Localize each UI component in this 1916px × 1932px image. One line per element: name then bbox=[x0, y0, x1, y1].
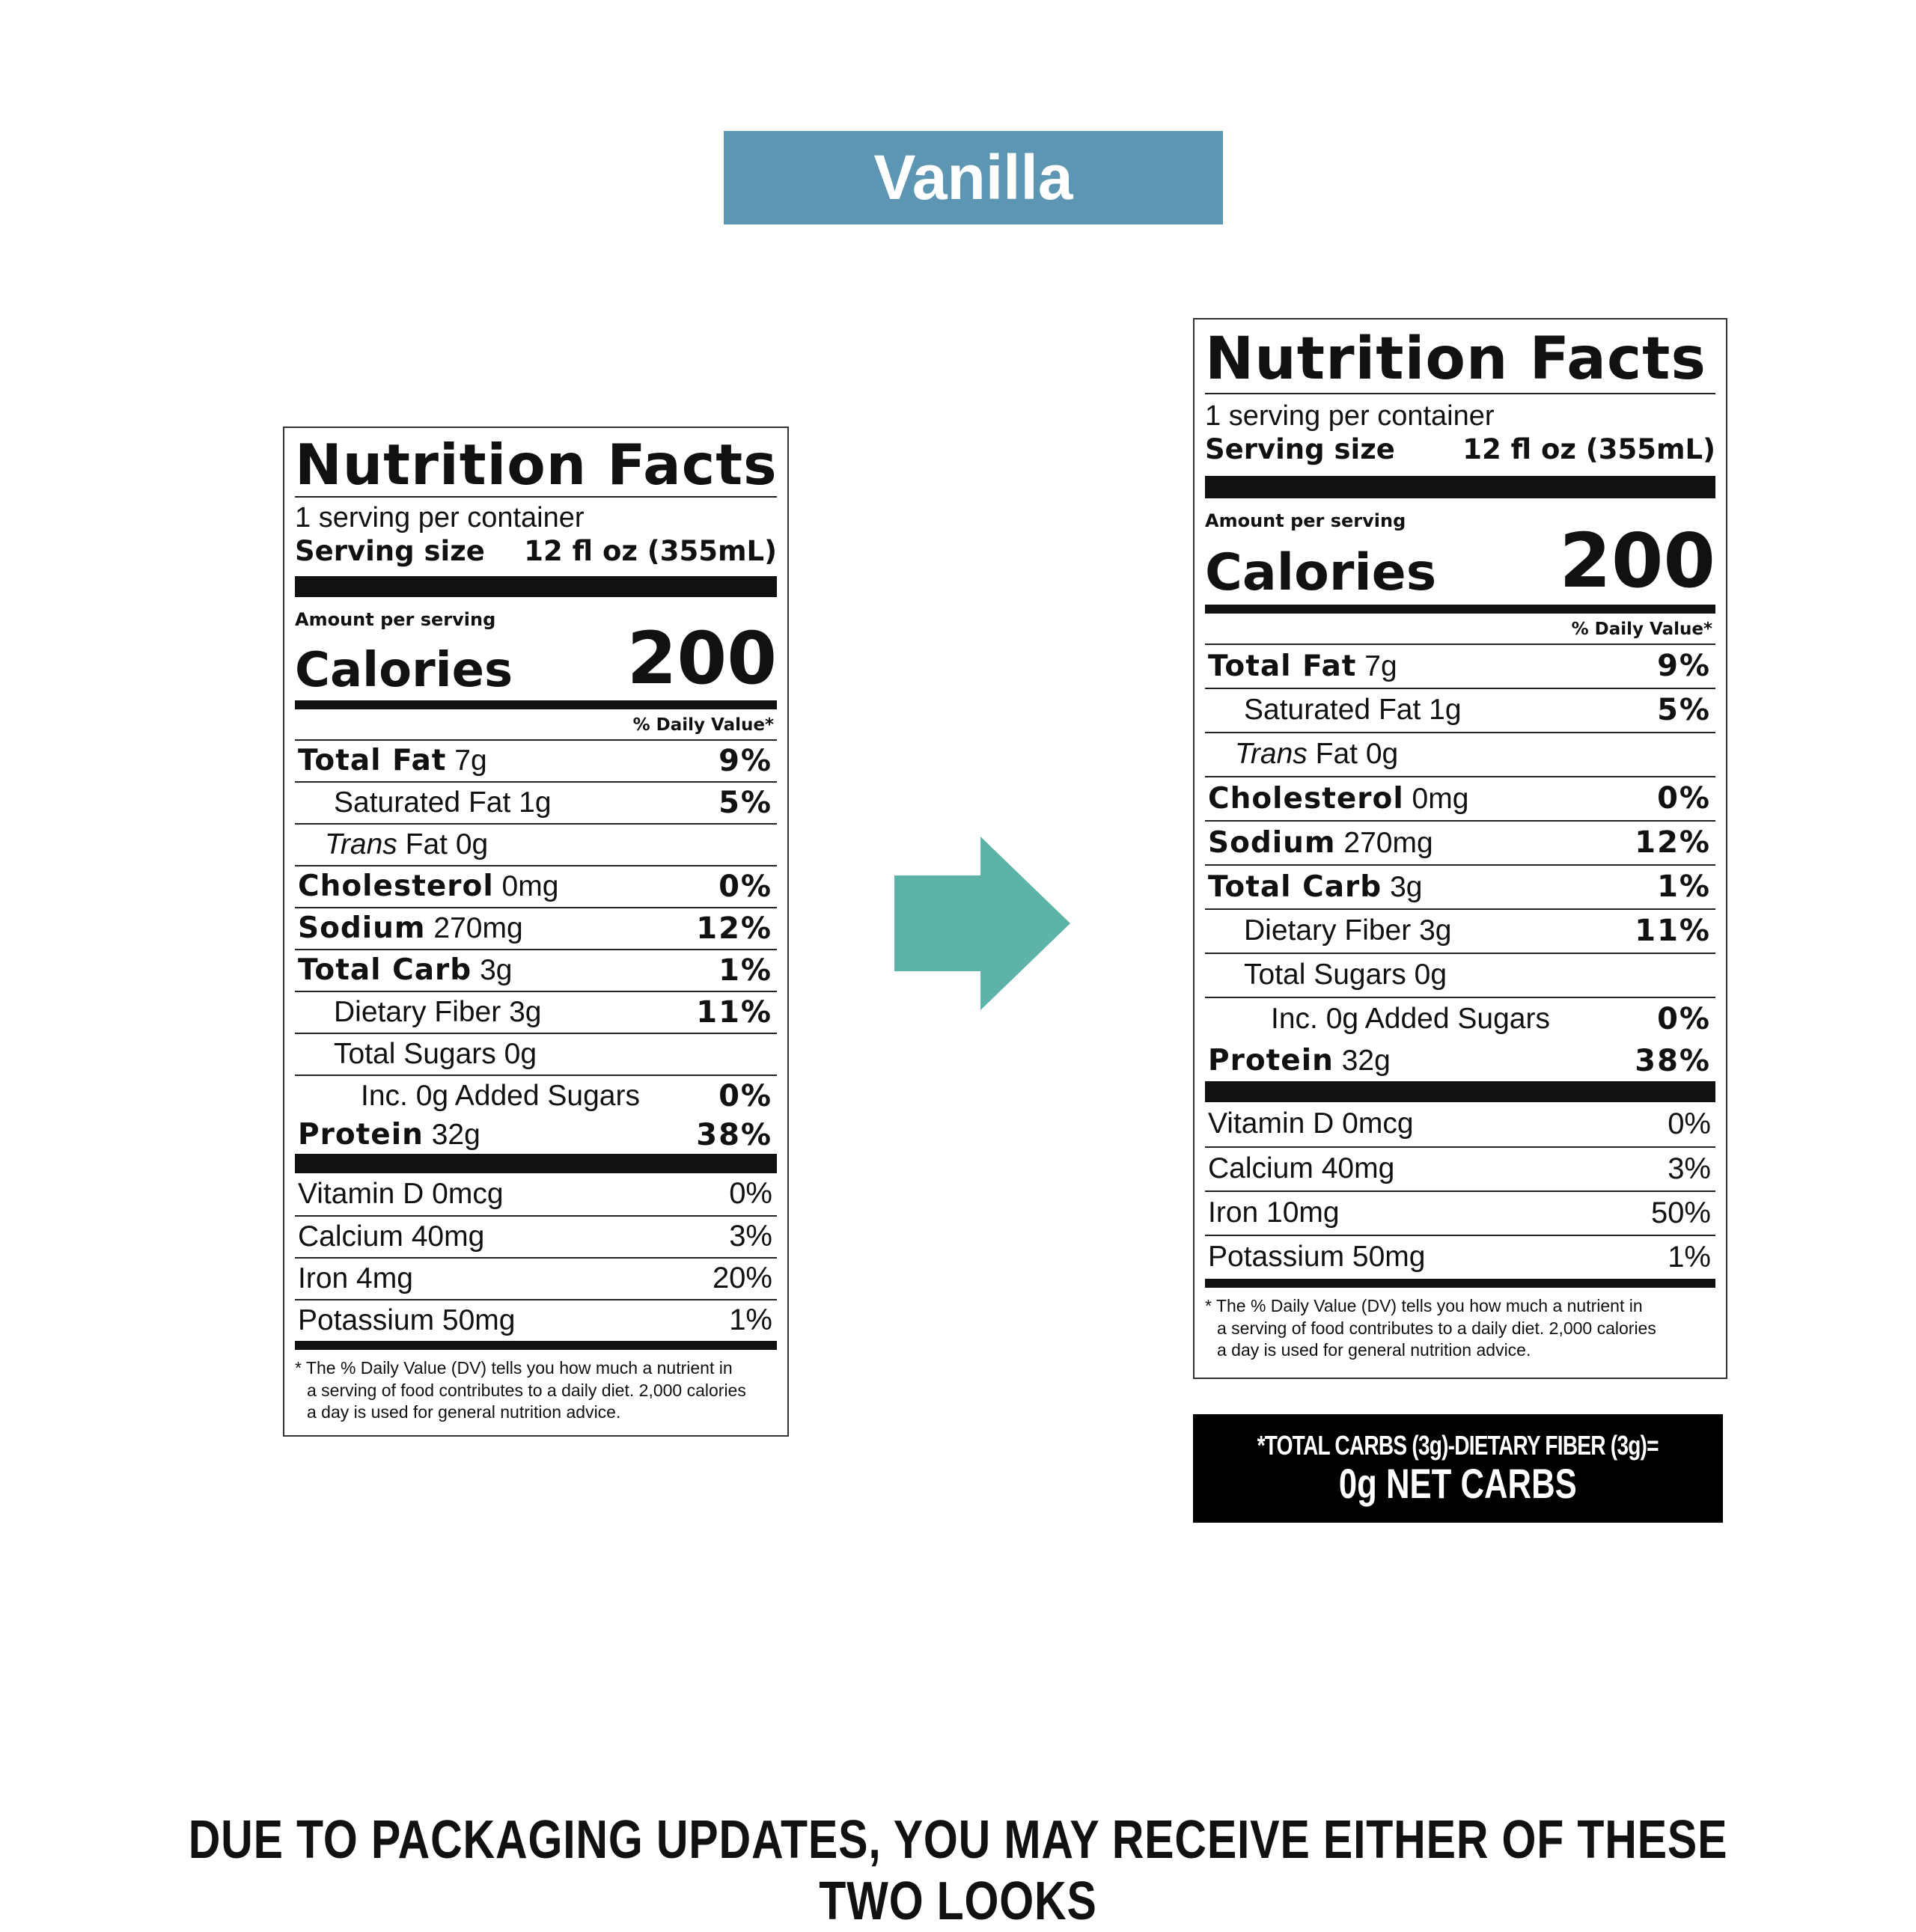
flavor-name: Vanilla bbox=[873, 142, 1073, 213]
net-carbs-box: *TOTAL CARBS (3g)-DIETARY FIBER (3g)= 0g… bbox=[1193, 1414, 1723, 1523]
calories-row: Calories 200 bbox=[1205, 523, 1715, 602]
nutrient-row: Dietary Fiber 3g 11% bbox=[295, 990, 777, 1033]
nutrition-facts-title: Nutrition Facts bbox=[295, 432, 778, 498]
nutrient-row: Total Sugars 0g bbox=[1205, 952, 1715, 997]
nutrition-label-old: Nutrition Facts 1 serving per container … bbox=[283, 427, 789, 1437]
calories-row: Calories 200 bbox=[295, 623, 777, 698]
vitamin-row: Iron 4mg 20% bbox=[295, 1256, 777, 1299]
vitamin-row: Potassium 50mg 1% bbox=[1205, 1234, 1715, 1279]
vitamin-row: Vitamin D 0mcg 0% bbox=[1208, 1107, 1711, 1140]
serving-size: Serving size 12 fl oz (355mL) bbox=[1205, 433, 1715, 465]
thick-divider bbox=[1205, 1080, 1715, 1102]
thick-divider bbox=[295, 1153, 777, 1173]
net-carbs-result: 0g NET CARBS bbox=[1339, 1459, 1577, 1507]
calories-value: 200 bbox=[1559, 516, 1715, 605]
nutrient-row: Saturated Fat 1g 5% bbox=[1205, 687, 1715, 732]
vitamin-row: Iron 10mg 50% bbox=[1205, 1190, 1715, 1235]
nutrient-row: Trans Fat 0g bbox=[1205, 731, 1715, 776]
servings-per-container: 1 serving per container bbox=[295, 502, 585, 534]
daily-value-header: % Daily Value* bbox=[632, 715, 774, 735]
calories-label: Calories bbox=[1205, 542, 1437, 602]
nutrient-row: Sodium 270mg 12% bbox=[1205, 819, 1715, 864]
nutrient-row: Total Fat 7g 9% bbox=[1205, 643, 1715, 688]
packaging-notice: DUE TO PACKAGING UPDATES, YOU MAY RECEIV… bbox=[188, 1810, 1728, 1931]
nutrient-row: Cholesterol 0mg 0% bbox=[1205, 775, 1715, 820]
footnote: * The % Daily Value (DV) tells you how m… bbox=[295, 1357, 746, 1422]
serving-size: Serving size 12 fl oz (355mL) bbox=[295, 535, 777, 567]
vitamin-row: Calcium 40mg 3% bbox=[1205, 1146, 1715, 1190]
nutrient-row: Sodium 270mg 12% bbox=[295, 906, 777, 949]
right-arrow-icon bbox=[894, 837, 1070, 1010]
nutrient-row: Protein 32g 38% bbox=[1208, 1043, 1711, 1078]
serving-size-value: 12 fl oz (355mL) bbox=[524, 534, 777, 567]
nutrient-row: Dietary Fiber 3g 11% bbox=[1205, 908, 1715, 953]
servings-per-container: 1 serving per container bbox=[1205, 400, 1495, 432]
net-carbs-formula: *TOTAL CARBS (3g)-DIETARY FIBER (3g)= bbox=[1257, 1429, 1659, 1461]
calories-value: 200 bbox=[626, 616, 777, 700]
nutrient-row: Saturated Fat 1g 5% bbox=[295, 780, 777, 823]
vitamin-row: Vitamin D 0mcg 0% bbox=[298, 1177, 772, 1211]
nutrition-facts-title: Nutrition Facts bbox=[1205, 330, 1715, 394]
nutrient-row: Total Fat 7g 9% bbox=[295, 739, 777, 781]
nutrient-row: Cholesterol 0mg 0% bbox=[295, 864, 777, 907]
amount-per-serving: Amount per serving bbox=[295, 608, 496, 630]
vitamin-row: Potassium 50mg 1% bbox=[295, 1298, 777, 1341]
medium-divider bbox=[1205, 604, 1715, 614]
nutrient-row: Total Carb 3g 1% bbox=[295, 948, 777, 991]
flavor-banner: Vanilla bbox=[724, 131, 1223, 224]
nutrient-row: Inc. 0g Added Sugars 0% bbox=[1205, 996, 1715, 1041]
nutrient-row: Inc. 0g Added Sugars 0% bbox=[295, 1074, 777, 1116]
serving-size-value: 12 fl oz (355mL) bbox=[1462, 432, 1715, 465]
medium-divider bbox=[295, 700, 777, 709]
serving-size-label: Serving size bbox=[1205, 432, 1395, 465]
thick-divider bbox=[295, 575, 777, 597]
serving-size-label: Serving size bbox=[295, 534, 485, 567]
nutrient-row: Protein 32g 38% bbox=[298, 1117, 772, 1152]
vitamin-row: Calcium 40mg 3% bbox=[295, 1214, 777, 1257]
calories-label: Calories bbox=[295, 642, 513, 698]
nutrient-row: Total Carb 3g 1% bbox=[1205, 863, 1715, 908]
footnote: * The % Daily Value (DV) tells you how m… bbox=[1205, 1295, 1656, 1360]
nutrition-label-new: Nutrition Facts 1 serving per container … bbox=[1193, 318, 1727, 1379]
thick-divider bbox=[1205, 475, 1715, 498]
medium-divider bbox=[1205, 1278, 1715, 1288]
amount-per-serving: Amount per serving bbox=[1205, 510, 1406, 531]
medium-divider bbox=[295, 1340, 777, 1350]
daily-value-header: % Daily Value* bbox=[1571, 619, 1712, 639]
nutrient-row: Trans Fat 0g bbox=[295, 822, 777, 865]
nutrient-row: Total Sugars 0g bbox=[295, 1032, 777, 1074]
